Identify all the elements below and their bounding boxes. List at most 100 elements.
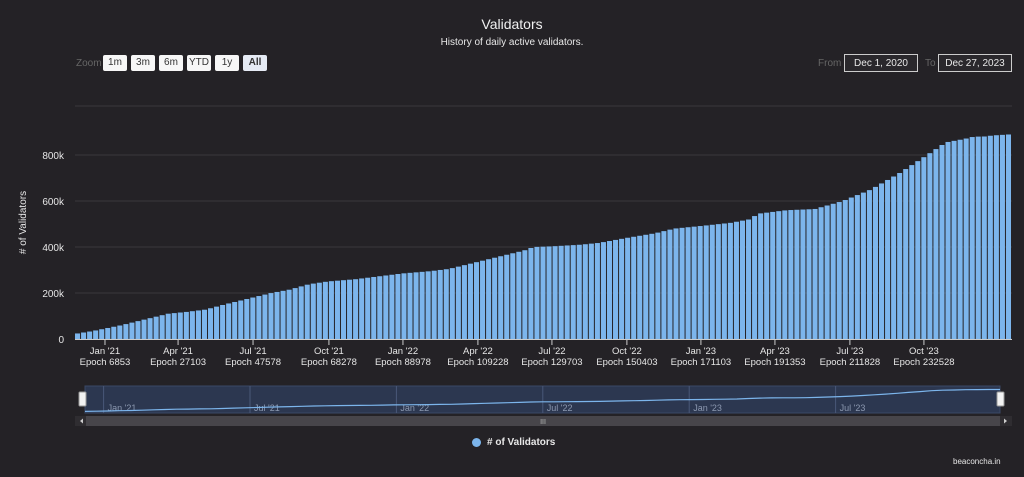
bar — [498, 256, 504, 339]
bar — [516, 251, 522, 339]
bar — [885, 179, 891, 339]
bar — [189, 311, 195, 339]
bar — [679, 227, 685, 339]
bar — [806, 209, 812, 339]
bar — [921, 157, 927, 339]
zoom-1y-button[interactable]: 1y — [215, 55, 239, 71]
bar — [135, 321, 141, 339]
legend-dot-icon — [472, 438, 481, 447]
navigator-series-line — [84, 388, 1000, 412]
zoom-1m-button[interactable]: 1m — [103, 55, 127, 71]
bar — [570, 245, 576, 339]
x-tick-label: Jan '21 — [90, 346, 120, 357]
bar — [461, 265, 467, 339]
bar — [467, 263, 473, 339]
bar — [546, 246, 552, 339]
bar — [655, 232, 661, 339]
bar — [812, 208, 818, 339]
bar — [818, 207, 824, 339]
y-axis-title: # of Validators — [18, 191, 29, 254]
bar — [824, 205, 830, 339]
range-from-input[interactable] — [844, 54, 918, 72]
bar — [268, 293, 274, 339]
navigator-label: Jan '23 — [693, 403, 722, 413]
bar — [854, 195, 860, 339]
bar — [788, 210, 794, 339]
bar — [957, 139, 963, 339]
bar — [733, 221, 739, 339]
bar — [691, 226, 697, 339]
zoom-label: Zoom — [76, 58, 102, 69]
bar — [486, 259, 492, 339]
zoom-all-button[interactable]: All — [243, 55, 267, 71]
bar — [455, 266, 461, 339]
bar — [159, 315, 165, 339]
navigator-left-handle[interactable] — [78, 391, 87, 407]
bar — [437, 269, 443, 339]
x-tick-label: Jul '21 — [239, 346, 266, 357]
navigator-right-handle[interactable] — [996, 391, 1005, 407]
bar — [334, 280, 340, 339]
bar — [727, 222, 733, 339]
bar — [226, 303, 232, 339]
bar — [558, 245, 564, 339]
navigator-label: Jul '23 — [840, 403, 866, 413]
bar — [419, 271, 425, 339]
scrollbar-right-arrow-icon[interactable] — [1004, 418, 1007, 424]
navigator-label: Jul '22 — [547, 403, 573, 413]
bar — [1005, 134, 1011, 339]
scrollbar-left-arrow-icon[interactable] — [80, 418, 83, 424]
legend[interactable]: # of Validators — [472, 437, 555, 448]
bar — [238, 300, 244, 339]
bar — [534, 246, 540, 339]
bar — [123, 324, 129, 339]
x-tick-epoch-label: Epoch 232528 — [893, 357, 954, 368]
bar — [685, 227, 691, 339]
bar — [232, 301, 238, 339]
bar — [897, 173, 903, 339]
bar — [473, 262, 480, 339]
bar — [377, 276, 383, 339]
scrollbar-thumb[interactable] — [86, 416, 1000, 426]
bar — [316, 282, 322, 339]
bar — [292, 288, 298, 339]
y-tick-label: 200k — [42, 289, 65, 300]
zoom-6m-button[interactable]: 6m — [159, 55, 183, 71]
y-tick-label: 800k — [42, 151, 65, 162]
x-tick-epoch-label: Epoch 150403 — [596, 357, 657, 368]
navigator-label: Jan '22 — [400, 403, 429, 413]
scrollbar-grip-icon: III — [540, 419, 546, 426]
bar — [207, 308, 214, 339]
credit-link[interactable]: beaconcha.in — [953, 457, 1001, 466]
bar — [214, 306, 220, 339]
bar — [117, 325, 123, 339]
bar — [709, 224, 715, 339]
range-to-input[interactable] — [938, 54, 1012, 72]
bar — [576, 244, 582, 339]
x-tick-label: Apr '22 — [463, 346, 493, 357]
bar — [915, 161, 921, 339]
bar — [304, 284, 310, 339]
bar — [244, 299, 250, 339]
chart-subtitle: History of daily active validators. — [440, 37, 584, 48]
zoom-3m-button[interactable]: 3m — [131, 55, 155, 71]
bar — [588, 243, 594, 339]
bar — [177, 312, 183, 339]
bar — [280, 290, 286, 339]
bar — [703, 225, 709, 339]
bar — [141, 319, 147, 339]
bar — [860, 192, 866, 339]
y-tick-label: 400k — [42, 243, 65, 254]
bar — [752, 216, 758, 339]
bar — [999, 134, 1005, 339]
bar — [987, 135, 993, 339]
legend-label: # of Validators — [487, 437, 556, 448]
bar — [75, 333, 81, 339]
x-tick-epoch-label: Epoch 171103 — [671, 357, 732, 368]
bar — [830, 203, 836, 339]
zoom-ytd-button[interactable]: YTD — [187, 55, 211, 71]
bar — [715, 224, 721, 339]
navigator-label: Jul '21 — [254, 403, 280, 413]
bar — [286, 289, 292, 339]
